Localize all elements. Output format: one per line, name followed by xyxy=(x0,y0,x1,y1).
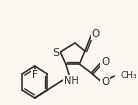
Text: S: S xyxy=(52,48,59,58)
Text: F: F xyxy=(32,70,38,80)
Text: NH: NH xyxy=(64,76,79,86)
Text: O: O xyxy=(101,57,109,67)
Text: O: O xyxy=(101,77,109,87)
Text: O: O xyxy=(92,29,100,39)
Text: CH₃: CH₃ xyxy=(121,70,137,79)
